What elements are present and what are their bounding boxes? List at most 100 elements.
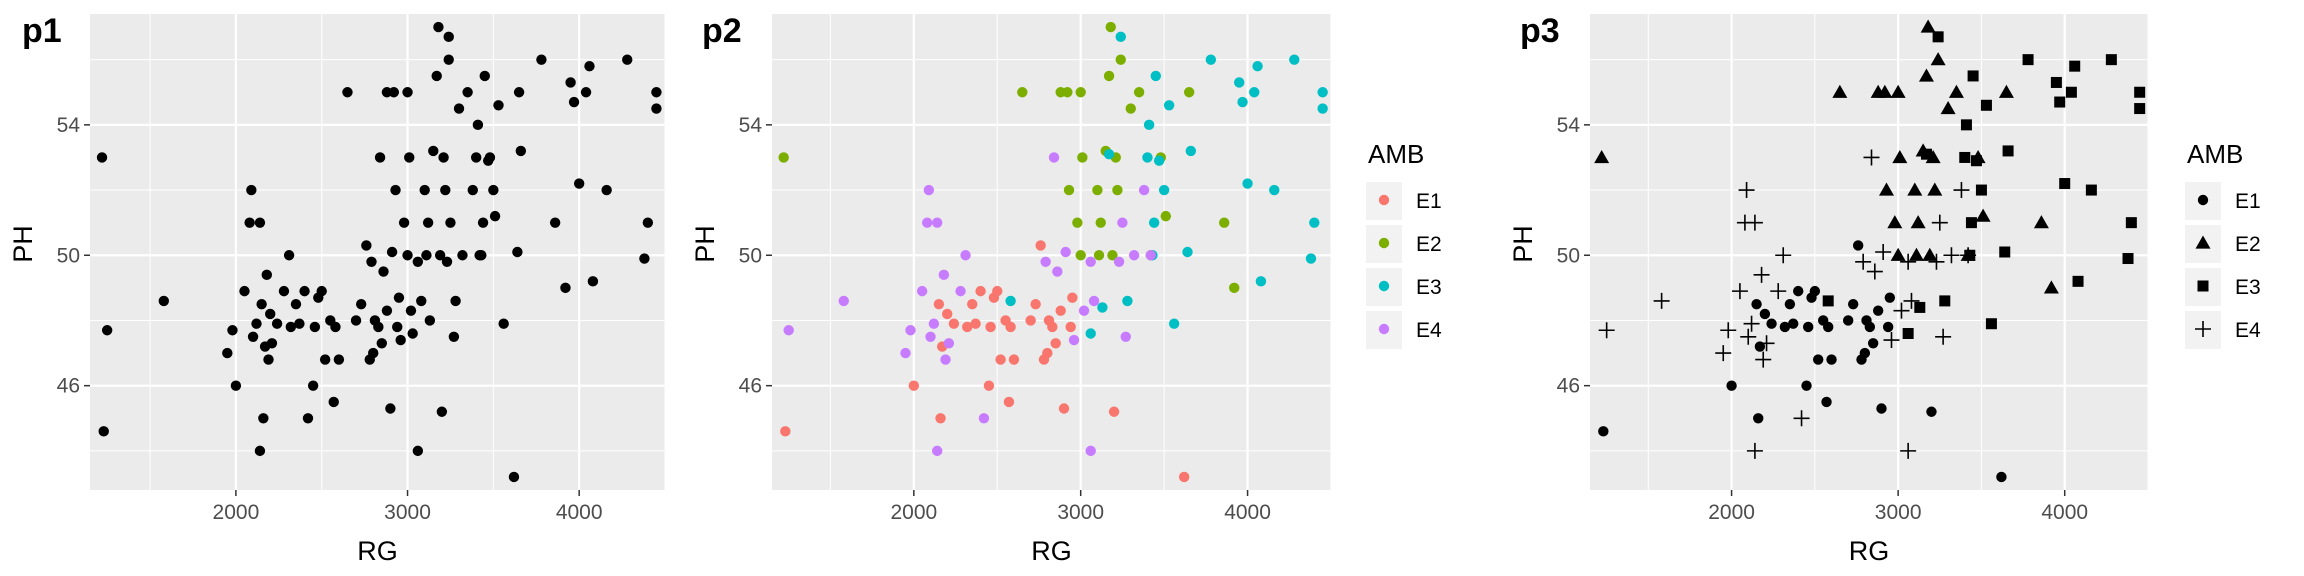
- data-point: [1965, 217, 1977, 229]
- data-point: [1948, 84, 1964, 98]
- data-point: [1809, 285, 1821, 297]
- data-point: [916, 285, 928, 297]
- data-point: [254, 445, 266, 457]
- data-point: [622, 54, 633, 65]
- data-point: [412, 256, 424, 267]
- data-point: [515, 145, 527, 157]
- data-point: [1060, 246, 1071, 258]
- x-tick-label: 4000: [556, 501, 603, 524]
- data-point: [1812, 354, 1824, 365]
- data-point: [1822, 321, 1834, 333]
- data-point: [512, 246, 523, 258]
- data-point: [258, 413, 269, 424]
- x-tick-label: 2000: [1708, 501, 1755, 524]
- data-point: [1075, 87, 1086, 98]
- legend-key-symbol: [1378, 194, 1390, 206]
- data-point: [433, 21, 444, 33]
- data-point: [905, 325, 916, 336]
- data-point: [908, 380, 920, 391]
- data-point: [265, 308, 276, 320]
- data-point: [1052, 266, 1063, 277]
- data-point: [1932, 31, 1944, 43]
- data-point: [1883, 332, 1900, 349]
- data-point: [1793, 285, 1804, 297]
- data-point: [1183, 87, 1195, 98]
- x-tick-label: 4000: [1224, 501, 1271, 524]
- data-point: [1205, 54, 1217, 65]
- data-point: [1939, 295, 1951, 307]
- data-point: [247, 331, 259, 342]
- data-point: [1088, 295, 1100, 307]
- data-point: [1930, 52, 1946, 66]
- data-point: [467, 184, 478, 196]
- data-point: [508, 471, 520, 483]
- data-point: [472, 119, 484, 131]
- data-point: [1903, 292, 1920, 309]
- data-point: [448, 331, 460, 342]
- data-point: [96, 152, 108, 163]
- data-point: [484, 152, 496, 163]
- data-point: [1150, 70, 1161, 82]
- data-point: [443, 54, 454, 65]
- data-point: [431, 70, 442, 82]
- data-point: [568, 96, 580, 108]
- data-point: [330, 321, 341, 333]
- data-point: [925, 331, 936, 342]
- data-point: [1163, 100, 1175, 111]
- data-point: [302, 413, 314, 424]
- data-point: [1758, 335, 1775, 352]
- data-point: [1755, 351, 1772, 368]
- data-point: [263, 354, 274, 365]
- data-point: [1875, 244, 1892, 260]
- data-point: [436, 406, 448, 417]
- x-tick-label: 2000: [213, 501, 260, 524]
- panel-tag: p1: [22, 12, 62, 50]
- data-point: [1138, 184, 1150, 196]
- data-point: [299, 285, 310, 297]
- data-point: [390, 184, 401, 196]
- data-point: [1867, 338, 1879, 349]
- data-point: [1075, 250, 1086, 261]
- data-point: [1269, 184, 1280, 196]
- data-point: [376, 338, 387, 349]
- data-point: [560, 282, 571, 294]
- data-point: [489, 210, 501, 222]
- panel-p2: p2 2000 3000 4000 46 50 54 RG PH AMB E1 E2 E3 E4: [690, 12, 1442, 566]
- data-point: [1594, 149, 1610, 164]
- data-point: [373, 321, 384, 333]
- data-point: [246, 184, 257, 196]
- data-point: [1598, 426, 1609, 437]
- data-point: [227, 325, 238, 336]
- data-point: [1918, 68, 1934, 82]
- data-point: [1122, 295, 1133, 307]
- data-point: [1047, 321, 1058, 333]
- y-tick-label: 46: [1557, 375, 1580, 398]
- legend-label: E4: [2235, 319, 2261, 342]
- data-point: [1935, 328, 1952, 345]
- data-point: [1125, 103, 1136, 114]
- data-point: [1746, 442, 1763, 459]
- data-point: [1766, 318, 1777, 329]
- data-point: [1142, 152, 1153, 163]
- data-point: [1890, 247, 1906, 261]
- data-point: [2122, 253, 2134, 265]
- data-point: [381, 305, 393, 316]
- data-point: [1967, 70, 1979, 82]
- data-point: [1148, 217, 1160, 228]
- data-point: [1097, 302, 1108, 313]
- data-point: [1003, 396, 1015, 408]
- legend-key-symbol: [2197, 194, 2209, 206]
- data-point: [1775, 247, 1792, 264]
- data-point: [1309, 217, 1320, 228]
- plot-panel: [772, 14, 1331, 490]
- data-point: [1864, 321, 1876, 333]
- data-point: [2085, 184, 2097, 196]
- data-point: [421, 250, 432, 261]
- data-point: [1876, 403, 1887, 414]
- data-point: [1005, 295, 1016, 307]
- x-tick-label: 2000: [890, 501, 937, 524]
- data-point: [1907, 182, 1923, 196]
- data-point: [261, 269, 272, 281]
- data-point: [1902, 328, 1914, 340]
